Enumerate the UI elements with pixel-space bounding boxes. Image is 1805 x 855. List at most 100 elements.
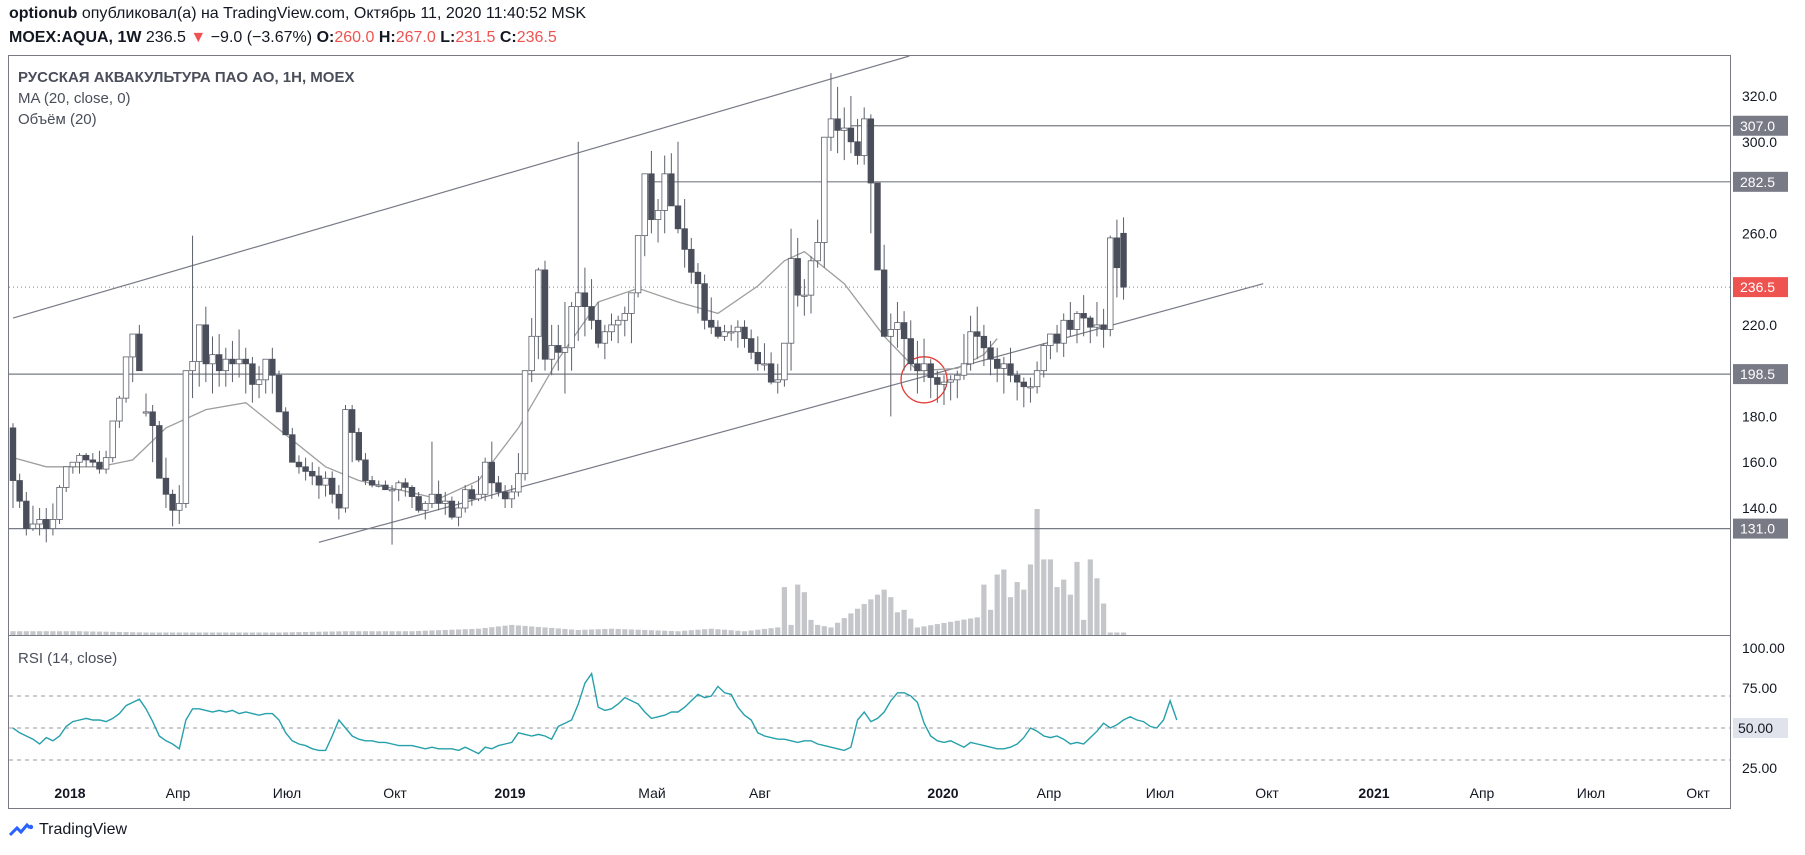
level-label-bg (1733, 518, 1788, 539)
volume-bar (249, 632, 255, 635)
candle-body (328, 477, 336, 495)
candle-body (1107, 237, 1114, 330)
volume-bar (422, 630, 428, 635)
time-tick-label: Апр (166, 785, 191, 801)
down-arrow-icon: ▼ (190, 29, 207, 46)
volume-bar (921, 626, 927, 635)
candle-body (229, 358, 236, 365)
volume-bar (555, 628, 561, 635)
last-price-label-bg (1733, 277, 1788, 298)
candle-body (395, 482, 402, 491)
volume-bar (981, 584, 987, 635)
volume-bar (522, 625, 528, 635)
volume-bar (994, 574, 1000, 635)
author-name[interactable]: optionub (9, 5, 78, 22)
volume-bar (615, 628, 621, 635)
candle-body (648, 173, 655, 220)
volume-bar (303, 631, 309, 635)
open-value: 260.0 (334, 29, 375, 46)
candle-body (894, 322, 901, 330)
candle-body (382, 484, 389, 491)
candle-body (940, 381, 948, 385)
candle-body (63, 466, 70, 488)
volume-bar (163, 632, 169, 635)
level-label-bg (1733, 115, 1788, 136)
candle-body (156, 425, 163, 479)
candle-body (754, 351, 761, 365)
level-label-bg (1733, 364, 1788, 385)
time-tick-label: Апр (1037, 785, 1062, 801)
publish-text: опубликовал(а) на TradingView.com, Октяб… (77, 5, 587, 22)
candle-body (821, 136, 828, 243)
volume-bar (170, 632, 176, 635)
publish-info: optionub опубликовал(а) на TradingView.c… (9, 5, 586, 23)
change-text: −9.0 (−3.67%) (210, 29, 313, 46)
candle-body (867, 118, 875, 184)
rsi-pane: 50.00 (9, 671, 1788, 761)
axes: 320.0 300.0 260.0 220.0 180.0 160.0 140.0 100.0… (54, 88, 1785, 801)
volume-bar (209, 632, 216, 635)
volume-bar (602, 628, 608, 635)
candle-body (222, 358, 229, 372)
volume-bar (455, 629, 462, 635)
volume-bar (349, 631, 355, 635)
volume-bar (1027, 564, 1034, 635)
candle-body (880, 269, 888, 337)
volume-bar (888, 597, 894, 635)
candle-body (1060, 319, 1067, 344)
time-tick-label: Окт (1686, 785, 1710, 801)
candle-body (442, 500, 449, 504)
candle-body (215, 354, 223, 372)
volume-bar (309, 631, 315, 635)
volume-bar (821, 626, 827, 635)
volume-bar (116, 631, 122, 635)
candle-body (787, 258, 795, 344)
candle-body (368, 480, 376, 486)
candle-body (82, 454, 90, 461)
candle-body (209, 354, 216, 365)
volume-bar (416, 630, 422, 635)
candle-body (415, 496, 422, 511)
rsi-value-label-bg (1733, 718, 1788, 738)
time-tick-label: Апр (1470, 785, 1495, 801)
tradingview-logo[interactable]: TradingView (9, 821, 127, 839)
candle-body (269, 358, 276, 376)
candle-body (854, 141, 861, 156)
volume-bar (103, 631, 109, 635)
candle-body (1093, 324, 1101, 328)
time-tick-label: 2018 (54, 785, 85, 801)
volume-bar (868, 599, 874, 635)
candle-body (169, 493, 176, 511)
time-tick-label: Июл (273, 785, 301, 801)
candle-body (960, 363, 968, 376)
candle-body (1013, 374, 1021, 383)
low-label: L: (440, 29, 456, 46)
trend-channel (12, 55, 1264, 543)
rsi-tick-label: 75.00 (1742, 680, 1777, 696)
candle-body (535, 269, 542, 337)
volume-bar (801, 592, 807, 635)
candle-body (741, 326, 748, 340)
candle-body (1080, 313, 1087, 319)
volume-bar (189, 632, 196, 635)
price-tick-label: 260.0 (1742, 225, 1777, 241)
price-tick-label: 300.0 (1742, 134, 1777, 150)
volume-bar (276, 632, 282, 635)
volume-bar (229, 632, 236, 635)
candle-body (920, 363, 928, 372)
level-label: 131.0 (1740, 521, 1775, 537)
volume-bar (409, 631, 415, 635)
candle-body (16, 480, 23, 502)
candle-body (927, 363, 934, 378)
volume-bar (90, 631, 96, 635)
volume-bar (954, 620, 960, 635)
candle-body (827, 118, 835, 138)
volume-bar (263, 632, 269, 635)
candles (9, 73, 1127, 545)
candle-body (422, 503, 429, 511)
candle-body (242, 358, 249, 365)
volume-bar (1081, 619, 1087, 635)
volume-bar (1041, 559, 1047, 635)
candle-body (1047, 333, 1054, 346)
